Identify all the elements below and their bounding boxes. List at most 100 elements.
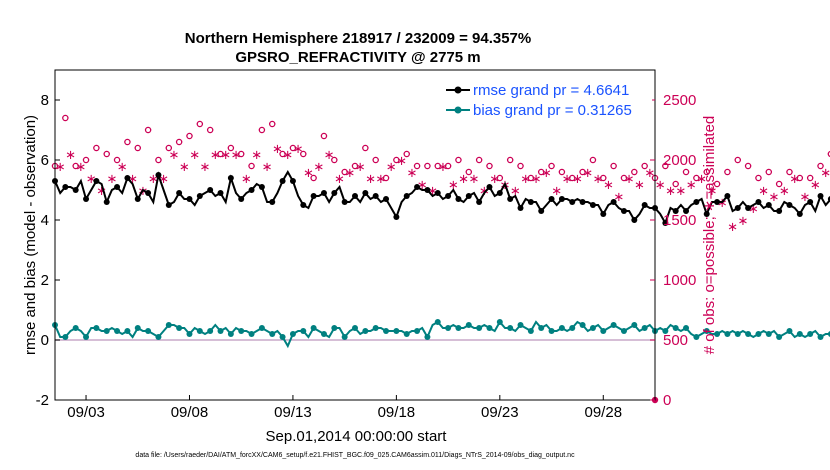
bias-point [83,334,90,340]
bias-point [155,334,162,340]
nobs-possible-marker [165,144,173,152]
nobs-possible-marker [786,168,793,176]
nobs-assimilated-marker: ∗ [448,178,459,193]
legend-bias-marker [454,106,462,114]
nobs-possible-marker [434,162,442,170]
nobs-possible-marker [548,162,555,170]
nobs-possible-marker [703,168,710,176]
bias-point [279,334,286,340]
bias-point [124,328,131,334]
nobs-assimilated-marker: ∗ [562,172,573,187]
bias-point [341,334,348,340]
bias-point [72,325,79,331]
nobs-assimilated-marker: ∗ [541,166,552,181]
nobs-possible-marker [124,138,131,146]
bias-point [227,331,234,337]
nobs-possible-marker [103,150,110,158]
nobs-possible-marker [382,174,390,182]
bias-point [196,328,203,334]
nobs-assimilated-marker: ∗ [148,172,159,187]
nobs-possible-marker [827,150,830,158]
rmse-point [445,193,452,199]
x-tick-label: 09/08 [171,404,209,421]
rmse-point [227,175,234,181]
bias-point [445,325,452,331]
nobs-assimilated-marker: ∗ [458,172,469,187]
rmse-point [103,199,110,205]
nobs-possible-marker [693,174,700,182]
nobs-assimilated-marker: ∗ [520,172,531,187]
rmse-point [310,193,317,199]
legend-box [445,79,652,123]
nobs-possible-marker [144,126,152,134]
nobs-possible-marker [444,162,452,170]
nobs-assimilated-marker: ∗ [427,184,438,199]
right-tick-label: 500 [663,332,688,349]
nobs-assimilated-marker: ∗ [293,142,304,157]
nobs-assimilated-marker: ∗ [644,166,655,181]
bias-point [403,331,410,337]
nobs-possible-marker [610,162,617,170]
nobs-assimilated-marker: ∗ [779,184,790,199]
rmse-point [486,184,493,190]
bias-point [517,322,524,328]
nobs-possible-marker [320,132,328,140]
rmse-point [145,190,152,196]
nobs-possible-marker [113,156,121,164]
nobs-possible-marker [579,168,586,176]
bias-point [765,331,772,337]
nobs-assimilated-marker: ∗ [189,148,200,163]
nobs-possible-marker [155,156,162,164]
left-tick-label: 8 [41,92,49,109]
bias-point [165,322,172,328]
chart-title-line1: Northern Hemisphere 218917 / 232009 = 94… [185,30,531,47]
nobs-assimilated-marker: ∗ [375,172,386,187]
nobs-assimilated-marker: ∗ [748,202,759,217]
nobs-assimilated-marker: ∗ [469,172,480,187]
rmse-point [662,220,669,226]
bias-point [269,331,276,337]
nobs-possible-marker [775,180,783,188]
nobs-possible-marker [713,180,721,188]
nobs-assimilated-marker: ∗ [96,184,107,199]
bias-point [734,331,741,337]
bias-point [589,325,596,331]
nobs-assimilated-marker: ∗ [613,190,624,205]
nobs-assimilated-marker: ∗ [810,178,821,193]
bias-point [383,328,390,334]
rmse-point [507,196,514,202]
x-tick-label: 09/28 [585,404,623,421]
nobs-assimilated-marker: ∗ [86,172,97,187]
rmse-point [434,190,441,196]
nobs-assimilated-marker: ∗ [241,172,252,187]
bias-point [714,331,721,337]
rmse-point [383,196,390,202]
bias-point [631,322,638,328]
nobs-possible-marker [734,156,742,164]
left-tick-label: 0 [41,332,49,349]
rmse-point [776,208,783,214]
rmse-point [362,190,369,196]
nobs-possible-marker [372,156,379,164]
nobs-assimilated-marker: ∗ [686,178,697,193]
rmse-point [393,214,400,220]
right-axis: 0 500 1000 1500 2000 2500 [650,92,696,409]
bias-point [434,319,441,325]
nobs-assimilated-marker: ∗ [251,148,262,163]
rmse-point [352,193,358,199]
nobs-assimilated-marker: ∗ [531,172,542,187]
rmse-point [517,205,524,211]
rmse-point [796,211,803,217]
bias-point [548,328,555,334]
rmse-point [683,208,690,214]
bias-point [610,322,617,328]
nobs-assimilated-marker: ∗ [800,190,811,205]
bias-point [776,334,783,340]
bias-point [672,325,679,331]
bias-point [393,328,400,334]
nobs-assimilated-marker: ∗ [127,172,138,187]
bias-point [310,325,317,331]
bias-point [414,328,421,334]
rmse-point [414,184,421,190]
nobs-possible-marker [413,162,421,170]
